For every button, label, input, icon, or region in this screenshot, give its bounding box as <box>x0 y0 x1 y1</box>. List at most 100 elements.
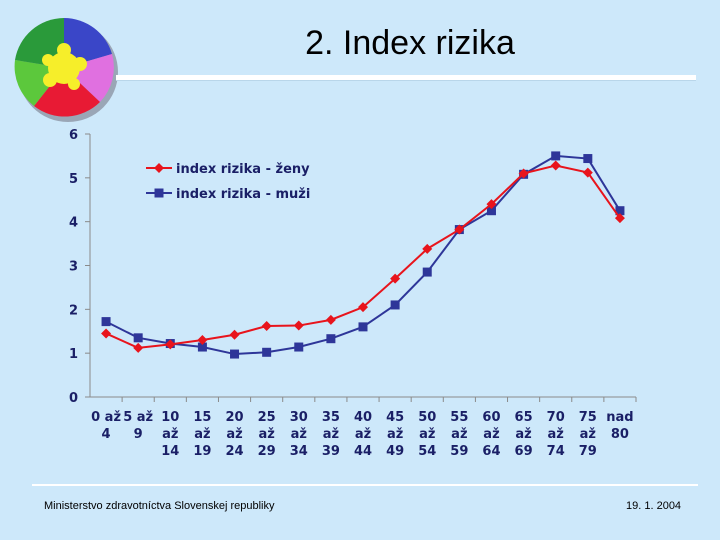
data-point <box>133 333 143 343</box>
x-tick-label-line: 45 <box>386 410 404 425</box>
x-tick-label-line: 75 <box>579 410 597 425</box>
x-tick-label-line: 69 <box>515 444 533 459</box>
x-tick-label-line: 79 <box>579 444 597 459</box>
slide-title: 2. Index rizika <box>305 24 515 62</box>
x-tick-label-line: až <box>194 427 210 442</box>
y-tick-label: 6 <box>69 128 78 143</box>
data-point <box>615 206 625 216</box>
y-tick-label: 4 <box>69 216 78 231</box>
data-point <box>229 329 240 340</box>
x-tick-label-line: 4 <box>102 427 111 442</box>
chart-series <box>101 151 625 359</box>
x-tick-label-line: 74 <box>547 444 565 459</box>
data-point <box>390 300 400 310</box>
x-tick-label-line: 19 <box>193 444 211 459</box>
x-tick-label-line: 39 <box>322 444 340 459</box>
data-point <box>486 206 496 216</box>
data-point <box>358 322 368 332</box>
data-point <box>197 335 208 346</box>
y-tick-label: 5 <box>69 172 78 187</box>
y-tick-label: 2 <box>69 303 78 318</box>
data-point <box>486 199 497 210</box>
x-tick-label: 65 až 69 <box>515 410 533 459</box>
x-tick-label-line: až <box>387 427 403 442</box>
data-point <box>325 314 336 325</box>
x-tick-label: 70 až 74 <box>547 410 565 459</box>
x-tick-label-line: 29 <box>258 444 276 459</box>
x-tick-label: 45 až 49 <box>386 410 404 459</box>
x-tick-label: 75 až 79 <box>579 410 597 459</box>
x-tick-label-line: 64 <box>482 444 500 459</box>
data-point <box>101 317 111 327</box>
x-tick-label-line: 40 <box>354 410 372 425</box>
data-point <box>165 339 176 350</box>
data-point <box>422 243 433 254</box>
series-men <box>101 151 625 359</box>
legend-marker <box>154 163 164 173</box>
x-tick-label-line: 60 <box>482 410 500 425</box>
x-tick-label-line: 20 <box>225 410 243 425</box>
x-tick-label: 25 až 29 <box>258 410 276 459</box>
x-tick-label-line: 34 <box>290 444 308 459</box>
data-point <box>230 349 240 359</box>
x-tick-label-line: 49 <box>386 444 404 459</box>
data-point <box>197 342 207 352</box>
footer-date: 19. 1. 2004 <box>626 500 682 512</box>
data-point <box>583 154 593 164</box>
x-tick-label: 5 až 9 <box>123 410 153 442</box>
title-divider <box>116 75 696 80</box>
x-tick-label-line: 50 <box>418 410 436 425</box>
x-tick-label-line: až <box>515 427 531 442</box>
footer-organization: Ministerstvo zdravotníctva Slovenskej re… <box>44 500 275 512</box>
data-point <box>390 273 401 284</box>
x-tick-label: 55 až 59 <box>450 410 468 459</box>
x-tick-label-line: 35 <box>322 410 340 425</box>
puzzle-logo-icon <box>14 18 118 122</box>
x-tick-label-line: 9 <box>134 427 143 442</box>
series-women <box>101 160 625 353</box>
x-tick-label-line: 70 <box>547 410 565 425</box>
x-tick-label-line: 44 <box>354 444 372 459</box>
x-tick-label-line: až <box>226 427 242 442</box>
x-tick-label-line: 30 <box>290 410 308 425</box>
x-tick-label-line: 59 <box>450 444 468 459</box>
x-tick-label-line: 80 <box>611 427 629 442</box>
x-tick-label-line: 15 <box>193 410 211 425</box>
x-tick-label-line: až <box>323 427 339 442</box>
data-point <box>550 160 561 171</box>
x-tick-label-line: 55 <box>450 410 468 425</box>
data-point <box>614 213 625 224</box>
data-point <box>582 167 593 178</box>
x-tick-label-line: 65 <box>515 410 533 425</box>
data-point <box>101 328 112 339</box>
y-tick-label: 3 <box>69 260 78 275</box>
x-tick-label-line: 54 <box>418 444 436 459</box>
y-tick-label: 1 <box>69 347 78 362</box>
x-tick-label-line: 10 <box>161 410 179 425</box>
x-tick-label-line: až <box>258 427 274 442</box>
x-tick-label-line: 5 až <box>123 410 153 425</box>
x-tick-label: 30 až 34 <box>290 410 308 459</box>
data-point <box>261 320 272 331</box>
legend-label: index rizika - muži <box>176 187 310 202</box>
data-point <box>422 267 432 277</box>
x-tick-label: 60 až 64 <box>482 410 500 459</box>
x-tick-label-line: až <box>291 427 307 442</box>
x-tick-label: 10 až 14 <box>161 410 179 459</box>
data-point <box>326 334 336 344</box>
data-point <box>454 224 465 235</box>
x-tick-label-line: nad <box>606 410 633 425</box>
data-point <box>551 151 561 161</box>
data-point <box>133 342 144 353</box>
x-tick-label-line: až <box>548 427 564 442</box>
x-tick-label: 20 až 24 <box>225 410 243 459</box>
x-tick-label: 0 až 4 <box>91 410 121 442</box>
data-point <box>294 342 304 352</box>
chart-legend: index rizika - ženy index rizika - muži <box>146 162 310 202</box>
footer-divider <box>32 484 698 486</box>
x-tick-label: 15 až 19 <box>193 410 211 459</box>
x-tick-label-line: až <box>580 427 596 442</box>
x-tick-label-line: 25 <box>258 410 276 425</box>
